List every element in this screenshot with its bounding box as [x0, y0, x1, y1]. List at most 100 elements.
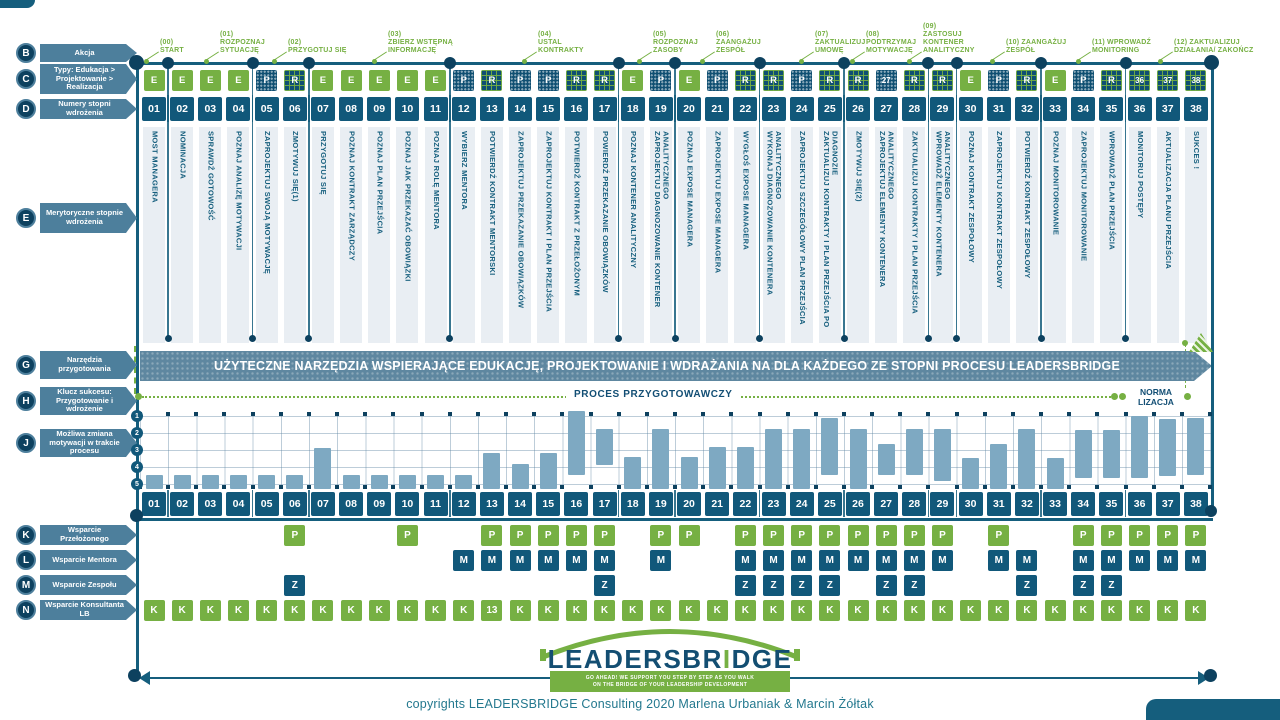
- support-box-K-22: P: [734, 525, 756, 546]
- support-box-L-27: M: [875, 550, 897, 571]
- step-number-top-19: 19: [648, 97, 673, 121]
- support-box-M-17: Z: [594, 575, 616, 596]
- type-cell-12: P: [453, 70, 475, 91]
- step-title-33: POZNAJ MONITOROWANIE: [1051, 131, 1061, 236]
- row-label-K: Wsparcie Przełożonego: [40, 525, 137, 545]
- grid-dot-top-14: [532, 412, 537, 416]
- type-cell-22: R: [734, 70, 756, 91]
- grid-dot-top-34: [1095, 412, 1100, 416]
- phase-label-00: (00) START: [160, 39, 184, 54]
- step-number-bottom-30: 30: [958, 492, 983, 516]
- grid-dot-top-28: [926, 412, 931, 416]
- phase-boundary-end-dot-22: [756, 335, 764, 342]
- step-number-bottom-11: 11: [423, 492, 448, 516]
- step-number-top-18: 18: [620, 97, 645, 121]
- number-row-separator-top-19: [674, 95, 676, 122]
- step-number-bottom-21: 21: [705, 492, 730, 516]
- grid-dot-bottom-37: [1179, 485, 1184, 489]
- type-cell-10: E: [396, 70, 418, 91]
- grid-dot-bottom-1: [166, 485, 171, 489]
- type-cell-09: E: [368, 70, 390, 91]
- grid-dot-top-32: [1039, 412, 1044, 416]
- phase-boundary-dot-22: [753, 57, 766, 69]
- support-box-N-11: K: [425, 600, 447, 621]
- support-box-K-6: P: [284, 525, 306, 546]
- step-column-03: SPRAWDŹ GOTOWOŚĆ: [199, 127, 222, 343]
- phase-anchor-dot-01: [204, 59, 209, 64]
- support-box-L-12: M: [453, 550, 475, 571]
- tools-banner-arrow: UŻYTECZNE NARZĘDZIA WSPIERAJĄCE EDUKACJĘ…: [140, 351, 1212, 381]
- support-box-L-13: M: [481, 550, 503, 571]
- phase-label-10: (10) ZAANGAŻUJ ZESPÓŁ: [1006, 39, 1067, 54]
- grid-dot-top-10: [419, 412, 424, 416]
- phase-boundary-dot-28: [922, 57, 935, 69]
- type-cell-34: P: [1072, 70, 1094, 91]
- step-number-bottom-38: 38: [1183, 492, 1208, 516]
- step-number-top-03: 03: [198, 97, 223, 121]
- motivation-bar-4: [229, 475, 247, 489]
- step-title-13: POTWIERDŹ KONTRAKT MENTORSKI: [488, 131, 498, 276]
- step-title-31: ZAPROJEKTUJ KONTRAKT ZESPOŁOWY: [995, 131, 1005, 290]
- type-cell-35: R: [1100, 70, 1122, 91]
- normalization-top-dot: [1182, 340, 1188, 346]
- row-letter-J: J: [16, 433, 36, 453]
- grid-dot-bottom-15: [560, 485, 565, 489]
- grid-dot-top-25: [842, 412, 846, 416]
- grid-dot-bottom-13: [504, 485, 509, 489]
- support-box-M-34: Z: [1072, 575, 1094, 596]
- support-box-N-6: K: [284, 600, 306, 621]
- phase-label-09: (09) ZASTOSUJ KONTENER ANALITYCZNY: [923, 23, 975, 54]
- grid-dot-top-11: [447, 412, 452, 416]
- grid-dot-top-38: [1208, 412, 1213, 416]
- grid-dot-top-24: [813, 412, 818, 416]
- grid-dot-top-22: [757, 412, 762, 416]
- support-box-N-32: K: [1016, 600, 1038, 621]
- step-column-14: ZAPROJEKTUJ PRZEKAZANIE OBOWIĄZKÓW: [509, 127, 532, 343]
- phase-connector-01: [206, 51, 220, 61]
- phase-boundary-line-6: [308, 64, 310, 336]
- bottom-arrow-left-dot: [128, 669, 141, 682]
- logo-wordmark: LEADERSBRIDGE: [535, 644, 805, 675]
- grid-dot-top-31: [1010, 412, 1015, 416]
- step-column-22: WYGŁOŚ EXPOSE MANAGERA: [734, 127, 757, 343]
- row-label-C: Typy: Edukacja > Projektowanie > Realiza…: [40, 64, 137, 94]
- bottom-arrow-right-head: [1198, 671, 1209, 685]
- step-number-top-30: 30: [958, 97, 983, 121]
- step-title-29: WPROWADŹ ELEMENTY KONTENERA ANALITYCZNEG…: [934, 131, 952, 277]
- motivation-bar-7: [314, 448, 332, 489]
- logo-tagline-line1: GO AHEAD! WE SUPPORT YOU STEP BY STEP AS…: [585, 674, 755, 681]
- support-box-N-31: K: [988, 600, 1010, 621]
- step-number-top-34: 34: [1071, 97, 1096, 121]
- support-box-L-14: M: [509, 550, 531, 571]
- step-title-17: POWIERDŹ PRZEKAZANIE OBOWIĄZKÓW: [600, 131, 610, 293]
- step-number-bottom-34: 34: [1071, 492, 1096, 516]
- motivation-bar-16: [567, 410, 585, 475]
- number-row-separator-top-17: [617, 95, 620, 122]
- phase-anchor-dot-00: [144, 59, 149, 64]
- step-number-bottom-08: 08: [339, 492, 364, 516]
- phase-boundary-end-dot-1: [164, 335, 172, 342]
- motivation-axis-level-2: 2: [131, 427, 143, 439]
- motivation-bar-25: [821, 417, 839, 475]
- step-column-18: POZNAJ KONTENER ANALITYCZNY: [621, 127, 644, 343]
- step-number-top-32: 32: [1014, 97, 1039, 121]
- step-number-top-25: 25: [817, 97, 842, 121]
- support-box-L-35: M: [1100, 550, 1122, 571]
- step-column-29: WPROWADŹ ELEMENTY KONTENERA ANALITYCZNEG…: [931, 127, 954, 343]
- support-box-K-10: P: [396, 525, 418, 546]
- support-box-N-25: K: [819, 600, 841, 621]
- support-box-K-31: P: [988, 525, 1010, 546]
- step-number-top-14: 14: [508, 97, 533, 121]
- phase-anchor-dot-10: [990, 59, 995, 64]
- motivation-bar-19: [652, 428, 670, 489]
- step-title-25: ZAKTUALIZUJ KONTRAKTY I PLAN PRZEJŚCIA P…: [821, 131, 840, 328]
- number-row-separator-bottom-4: [251, 490, 254, 517]
- corner-decoration-bottom-right: [1146, 699, 1280, 720]
- support-box-N-7: K: [312, 600, 334, 621]
- process-line-dot-left: [135, 393, 142, 400]
- type-cell-13: R: [481, 70, 503, 91]
- grid-dot-top-4: [250, 412, 255, 416]
- type-cell-18: E: [622, 70, 644, 91]
- support-box-M-32: Z: [1016, 575, 1038, 596]
